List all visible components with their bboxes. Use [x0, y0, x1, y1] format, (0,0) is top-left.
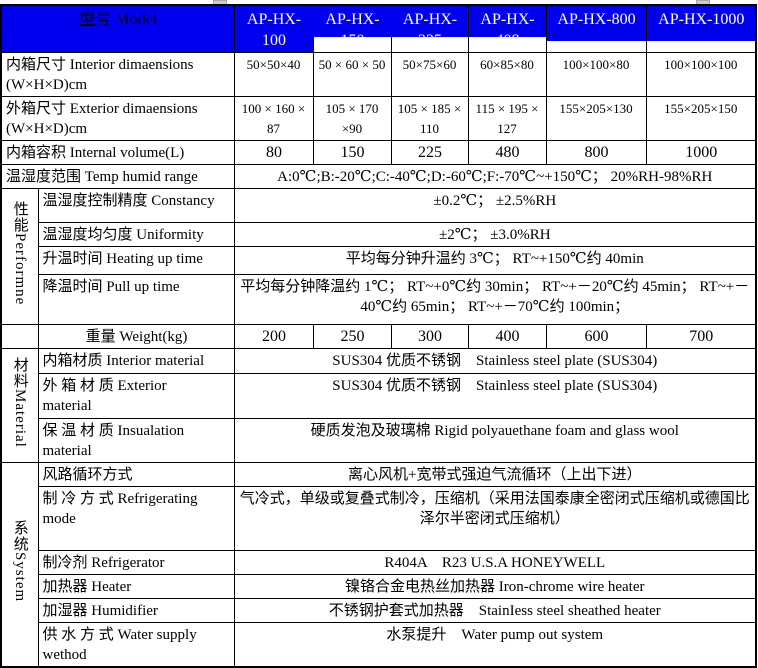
cell-weight-5: 700	[645, 324, 757, 349]
cell-interior-1: 50 × 60 × 50	[312, 52, 392, 97]
row-label: 内箱材质 Interior material	[37, 348, 235, 374]
model-header-cell: 型号 Model	[0, 4, 235, 53]
table-header-row: 型号 Model AP-HX-100 AP-HX-150 AP-HX-225 A…	[0, 4, 757, 53]
cell-humidifier-value: 不锈钢护套式加热器 StainIess steel sheathed heate…	[233, 598, 757, 623]
column-header-model-0: AP-HX-100	[233, 4, 314, 53]
row-exterior-material: 外 箱 材 质 Exterior material SUS304 优质不锈钢 S…	[1, 373, 757, 419]
cell-volume-2: 225	[390, 140, 469, 165]
cell-interior-5: 100×100×100	[645, 52, 757, 97]
section-system-label: 系统System	[11, 520, 28, 603]
cell-insulation-value: 硬质发泡及玻璃棉 Rigid polyauethane foam and gla…	[233, 418, 757, 463]
row-refrigerating-mode: 制 冷 方 式 Refrigerating mode 气冷式，单级或复叠式制冷，…	[1, 486, 757, 551]
column-header-model-2: AP-HX-225	[390, 4, 469, 53]
column-header-model-3: AP-HX-408	[467, 4, 547, 53]
row-label: 内箱尺寸 Interior dimaensions (W×H×D)cm	[0, 52, 235, 97]
section-system: 系统System	[0, 462, 39, 668]
cell-exterior-material-value: SUS304 优质不锈钢 Stainless steel plate (SUS3…	[233, 373, 757, 419]
cell-exterior-0: 100 × 160 × 87	[233, 96, 314, 141]
row-air-circulation: 系统System 风路循环方式 离心风机+宽带式强迫气流循环（上出下进）	[0, 462, 757, 668]
cell-weight-1: 250	[312, 324, 392, 349]
section-performance-label: 性能Performne	[11, 201, 28, 306]
cell-volume-3: 480	[467, 140, 547, 165]
cell-volume-0: 80	[233, 140, 314, 165]
row-label: 升温时间 Heating up time	[37, 246, 235, 275]
cell-volume-1: 150	[312, 140, 392, 165]
section-material: 材料Material	[0, 348, 39, 463]
cell-air-circulation-value: 离心风机+宽带式强迫气流循环（上出下进）	[233, 462, 757, 487]
cell-weight-4: 600	[545, 324, 647, 349]
row-interior-material: 材料Material 内箱材质 Interior material SUS304…	[0, 348, 757, 463]
cell-interior-3: 60×85×80	[467, 52, 547, 97]
row-humidifier: 加湿器 Humidifier 不锈钢护套式加热器 StainIess steel…	[1, 598, 757, 623]
row-label: 保 温 材 质 Insualation material	[37, 418, 235, 463]
row-label: 供 水 方 式 Water supply wethod	[37, 622, 235, 668]
cell-weight-2: 300	[390, 324, 469, 349]
cell-weight-0: 200	[233, 324, 314, 349]
row-label: 内箱容积 Internal volume(L)	[0, 140, 235, 165]
row-label: 温湿度范围 Temp humid range	[0, 164, 235, 189]
cell-weight-3: 400	[467, 324, 547, 349]
row-label: 温湿度控制精度 Constancy	[37, 188, 235, 223]
row-interior-dimensions: 内箱尺寸 Interior dimaensions (W×H×D)cm 50×5…	[0, 52, 757, 97]
cell-exterior-2: 105 × 185 × 110	[390, 96, 469, 141]
cell-volume-4: 800	[545, 140, 647, 165]
row-weight: 重量 Weight(kg) 200 250 300 400 600 700	[0, 324, 757, 349]
column-header-model-5: AP-HX-1000	[645, 4, 757, 53]
model-label-en: Model	[111, 11, 158, 28]
cell-uniformity-value: ±2℃； ±3.0%RH	[233, 222, 757, 247]
row-label: 重量 Weight(kg)	[37, 324, 235, 349]
row-constancy: 性能Performne 温湿度控制精度 Constancy ±0.2℃； ±2.…	[0, 188, 757, 325]
column-header-model-4: AP-HX-800	[545, 4, 647, 53]
row-heating-time: 升温时间 Heating up time 平均每分钟升温约 3℃； RT~+15…	[1, 246, 757, 275]
row-temp-humid-range: 温湿度范围 Temp humid range A:0℃;B:-20℃;C:-40…	[0, 164, 757, 189]
row-internal-volume: 内箱容积 Internal volume(L) 80 150 225 480 8…	[0, 140, 757, 165]
cell-constancy-value: ±0.2℃； ±2.5%RH	[233, 188, 757, 223]
row-label: 风路循环方式	[37, 462, 235, 487]
cell-range-value: A:0℃;B:-20℃;C:-40℃;D:-60℃;F:-70℃~+150℃； …	[233, 164, 757, 189]
row-label: 制 冷 方 式 Refrigerating mode	[37, 486, 235, 551]
cell-water-supply-value: 水泵提升 Water pump out system	[233, 622, 757, 668]
row-exterior-dimensions: 外箱尺寸 Exterior dimaensions (W×H×D)cm 100 …	[0, 96, 757, 141]
cell-volume-5: 1000	[645, 140, 757, 165]
empty-cell	[0, 324, 39, 349]
model-label-cn: 型号	[79, 11, 112, 28]
section-performance: 性能Performne	[0, 188, 39, 325]
row-label: 外箱尺寸 Exterior dimaensions (W×H×D)cm	[0, 96, 235, 141]
row-refrigerant: 制冷剂 Refrigerator R404A R23 U.S.A HONEYWE…	[1, 550, 757, 575]
row-heater: 加热器 Heater 镍铬合金电热丝加热器 Iron-chrome wire h…	[1, 574, 757, 599]
section-material-label: 材料Material	[11, 357, 28, 448]
row-cooling-time: 降温时间 Pull up time 平均每分钟降温约 1℃； RT~+0℃约 3…	[1, 274, 757, 325]
cell-heater-value: 镍铬合金电热丝加热器 Iron-chrome wire heater	[233, 574, 757, 599]
cell-heating-value: 平均每分钟升温约 3℃； RT~+150℃约 40min	[233, 246, 757, 275]
cell-exterior-1: 105 × 170 ×90	[312, 96, 392, 141]
row-water-supply: 供 水 方 式 Water supply wethod 水泵提升 Water p…	[1, 622, 757, 668]
row-label: 温湿度均匀度 Uniformity	[37, 222, 235, 247]
spec-table: 型号 Model AP-HX-100 AP-HX-150 AP-HX-225 A…	[0, 4, 758, 668]
cell-exterior-5: 155×205×150	[645, 96, 757, 141]
cell-refrigerating-value: 气冷式，单级或复叠式制冷，压缩机（采用法国泰康全密闭式压缩机或德国比泽尔半密闭式…	[233, 486, 757, 551]
row-label: 制冷剂 Refrigerator	[37, 550, 235, 575]
column-header-model-1: AP-HX-150	[312, 4, 392, 53]
cell-interior-2: 50×75×60	[390, 52, 469, 97]
cell-interior-0: 50×50×40	[233, 52, 314, 97]
row-label: 加热器 Heater	[37, 574, 235, 599]
row-label: 降温时间 Pull up time	[37, 274, 235, 325]
row-insulation-material: 保 温 材 质 Insualation material 硬质发泡及玻璃棉 Ri…	[1, 418, 757, 463]
cell-refrigerant-value: R404A R23 U.S.A HONEYWELL	[233, 550, 757, 575]
cell-cooling-value: 平均每分钟降温约 1℃； RT~+0℃约 30min； RT~+－20℃约 45…	[233, 274, 757, 325]
cell-exterior-4: 155×205×130	[545, 96, 647, 141]
cell-interior-material-value: SUS304 优质不锈钢 Stainless steel plate (SUS3…	[233, 348, 757, 374]
cell-interior-4: 100×100×80	[545, 52, 647, 97]
cell-exterior-3: 115 × 195 × 127	[467, 96, 547, 141]
row-uniformity: 温湿度均匀度 Uniformity ±2℃； ±3.0%RH	[1, 222, 757, 247]
row-label: 外 箱 材 质 Exterior material	[37, 373, 235, 419]
row-label: 加湿器 Humidifier	[37, 598, 235, 623]
